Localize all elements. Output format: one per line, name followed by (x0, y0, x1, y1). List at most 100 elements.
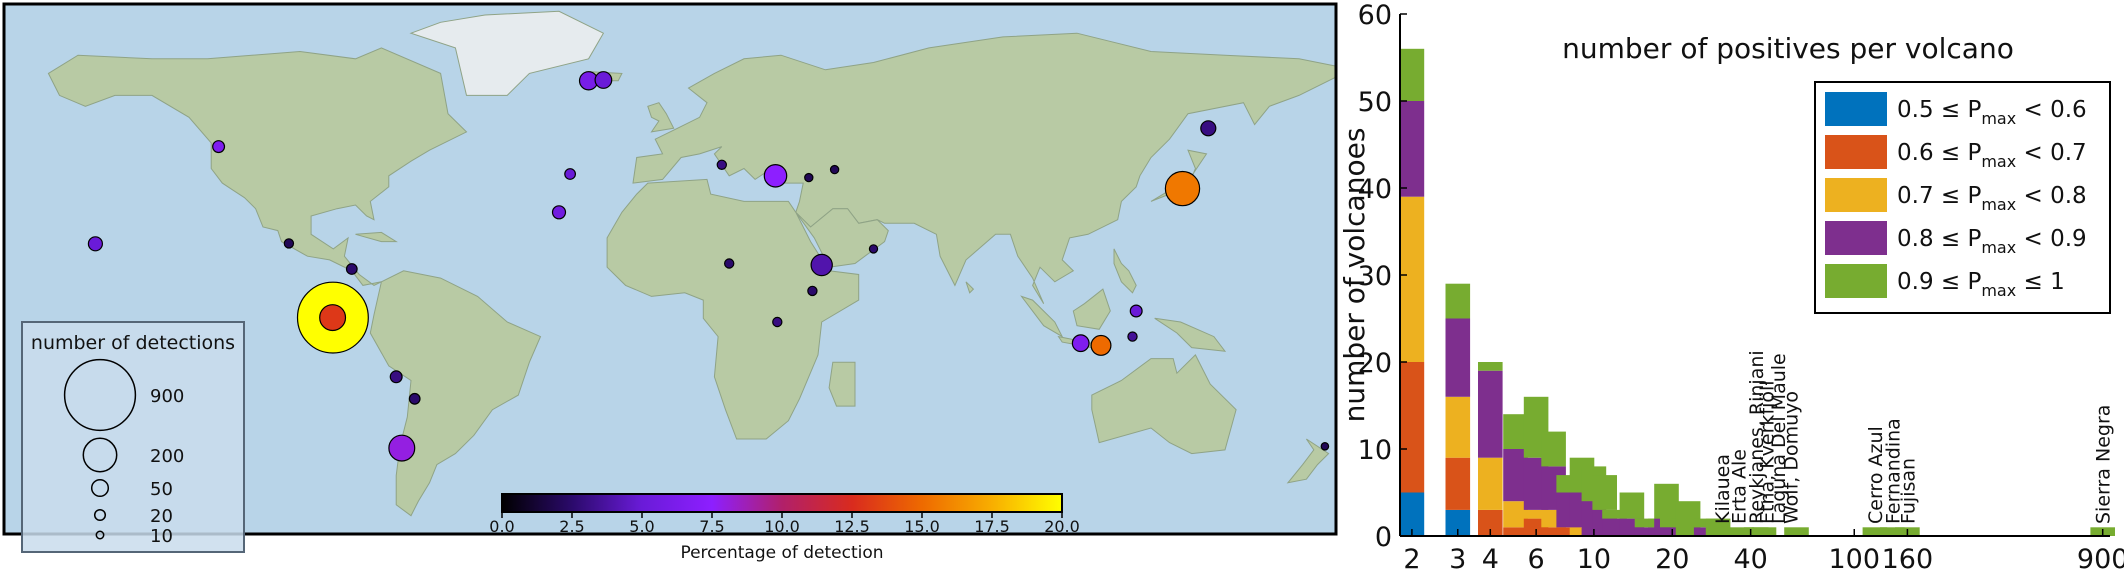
land-eurasia (632, 32, 1336, 304)
histogram-panel: Kilauea Erta Ale Reykjanes, Rinjani Etna, K… (1338, 0, 2124, 582)
volcano-marker (389, 370, 403, 384)
y-tick-label: 50 (1358, 87, 1392, 118)
volcano-marker (551, 205, 567, 220)
size-legend-box (21, 321, 245, 553)
x-tick-label: 3 (1449, 544, 1466, 575)
size-legend-circle (90, 478, 110, 498)
size-legend-circle (95, 530, 105, 540)
colorbar-ticks: 0.0 2.5 5.0 7.5 10.0 12.5 15.0 17.5 20.0 (489, 512, 1080, 536)
legend-entry-label: 0.5 ≤ Pmax < 0.6 (1897, 97, 2087, 128)
histogram-bars (1399, 48, 2115, 536)
volcano-map-panel: number of detections 900 200 50 20 10 0.0 2.5… (2, 2, 1338, 563)
volcano-marker (1127, 331, 1138, 342)
colorbar-tick-label: 17.5 (974, 517, 1010, 536)
volcano-annotation: Wolf, Domuyo (1781, 391, 1803, 524)
volcano-annotation: Laguna Del Maule (1768, 353, 1790, 524)
y-tick-label: 30 (1358, 261, 1392, 292)
volcano-marker (804, 172, 814, 183)
colorbar: 0.0 2.5 5.0 7.5 10.0 12.5 15.0 17.5 20.0 Percent… (489, 493, 1080, 563)
land-australia (1091, 354, 1237, 455)
histogram-bar-segment (1634, 527, 1660, 536)
land-philippines (1113, 248, 1137, 294)
legend-swatch (1825, 178, 1887, 212)
colorbar-bar (501, 493, 1063, 513)
y-tick-label: 60 (1358, 0, 1392, 31)
land-new-guinea (1154, 317, 1227, 352)
histogram-bar-segment (1399, 196, 1425, 362)
histogram-bar-segment (1503, 501, 1528, 528)
volcano-marker (212, 140, 226, 154)
colorbar-tick-label: 5.0 (629, 517, 654, 536)
volcano-marker (408, 392, 421, 405)
volcano-markers (87, 71, 1330, 462)
land-sri-lanka (965, 281, 975, 294)
y-tick-label: 0 (1375, 522, 1392, 553)
colorbar-tick-label: 12.5 (834, 517, 870, 536)
histogram-bar-segment (1503, 527, 1528, 536)
volcano-annotation: Kilauea (1712, 454, 1734, 524)
volcano-marker (388, 434, 416, 462)
x-tick-label: 2 (1403, 544, 1420, 575)
histogram-bar-segment (1399, 101, 1425, 197)
volcano-marker (87, 236, 104, 252)
legend-entry-label: 0.6 ≤ Pmax < 0.7 (1897, 140, 2087, 171)
land-cuba (355, 231, 398, 243)
legend-swatch (1825, 264, 1887, 298)
x-tick-label: 160 (1882, 544, 1934, 575)
legend-entry-label: 0.7 ≤ Pmax < 0.8 (1897, 183, 2087, 214)
x-tick-label: 10 (1577, 544, 1611, 575)
y-axis-ticks: 0 10 20 30 40 50 60 (1358, 0, 1407, 553)
histogram-bar-segment (1592, 475, 1617, 510)
colorbar-label: Percentage of detection (680, 543, 883, 563)
land-indonesia-sumatra (1020, 295, 1064, 338)
x-tick-label: 900 (2077, 544, 2124, 575)
volcano-marker (1200, 120, 1217, 137)
volcano-annotation: Sierra Negra (2093, 405, 2115, 524)
land-north-america (47, 47, 468, 286)
land-new-zealand (1286, 438, 1330, 484)
volcano-annotation: Cerro Azul (1865, 426, 1887, 524)
map-frame (2, 2, 1338, 536)
histogram-bar-segment (1399, 492, 1425, 536)
volcano-marker (807, 285, 818, 297)
volcano-marker (345, 263, 358, 275)
size-legend-circle (82, 437, 118, 473)
volcano-annotation: Reykjanes, Rinjani (1746, 350, 1768, 524)
colorbar-tick-label: 2.5 (559, 517, 584, 536)
histogram-bar-segment (1503, 449, 1528, 502)
legend-entry-label: 0.8 ≤ Pmax < 0.9 (1897, 226, 2087, 257)
histogram-bar-segment (1445, 318, 1471, 397)
colorbar-tick-label: 10.0 (764, 517, 800, 536)
size-legend-label: 50 (150, 479, 173, 500)
volcano-marker (1320, 441, 1330, 451)
volcano-annotation: Fernandina (1882, 418, 1904, 524)
histogram-bar-segment (1862, 527, 1888, 536)
histogram-bar-segment (1705, 518, 1731, 536)
volcano-marker (1164, 170, 1201, 207)
x-tick-label: 40 (1733, 544, 1767, 575)
volcano-marker (868, 244, 879, 254)
histogram-bar-segment (1541, 527, 1566, 536)
histogram-bar-segment (1751, 527, 1777, 536)
volcano-marker (283, 238, 295, 249)
size-legend-label: 20 (150, 506, 173, 527)
size-legend-circle (93, 508, 107, 522)
x-axis-ticks: 2 3 4 6 10 20 40 100 160 900 (1403, 529, 2124, 575)
histogram-bar-segment (1445, 457, 1471, 510)
land-uk (647, 102, 675, 133)
colorbar-tick-label: 0.0 (489, 517, 514, 536)
histogram-bar-segment (1619, 492, 1645, 519)
histogram-bar-segment (1556, 527, 1581, 536)
histogram-bar-segment (1634, 518, 1660, 528)
legend-swatch (1825, 135, 1887, 169)
volcano-marker (724, 258, 735, 269)
volcano-marker (564, 168, 576, 180)
y-tick-label: 10 (1358, 435, 1392, 466)
land-masses (47, 10, 1336, 517)
colorbar-tick-label: 7.5 (699, 517, 724, 536)
volcano-marker (810, 253, 833, 277)
land-borneo (1072, 288, 1111, 330)
legend-swatch (1825, 221, 1887, 255)
